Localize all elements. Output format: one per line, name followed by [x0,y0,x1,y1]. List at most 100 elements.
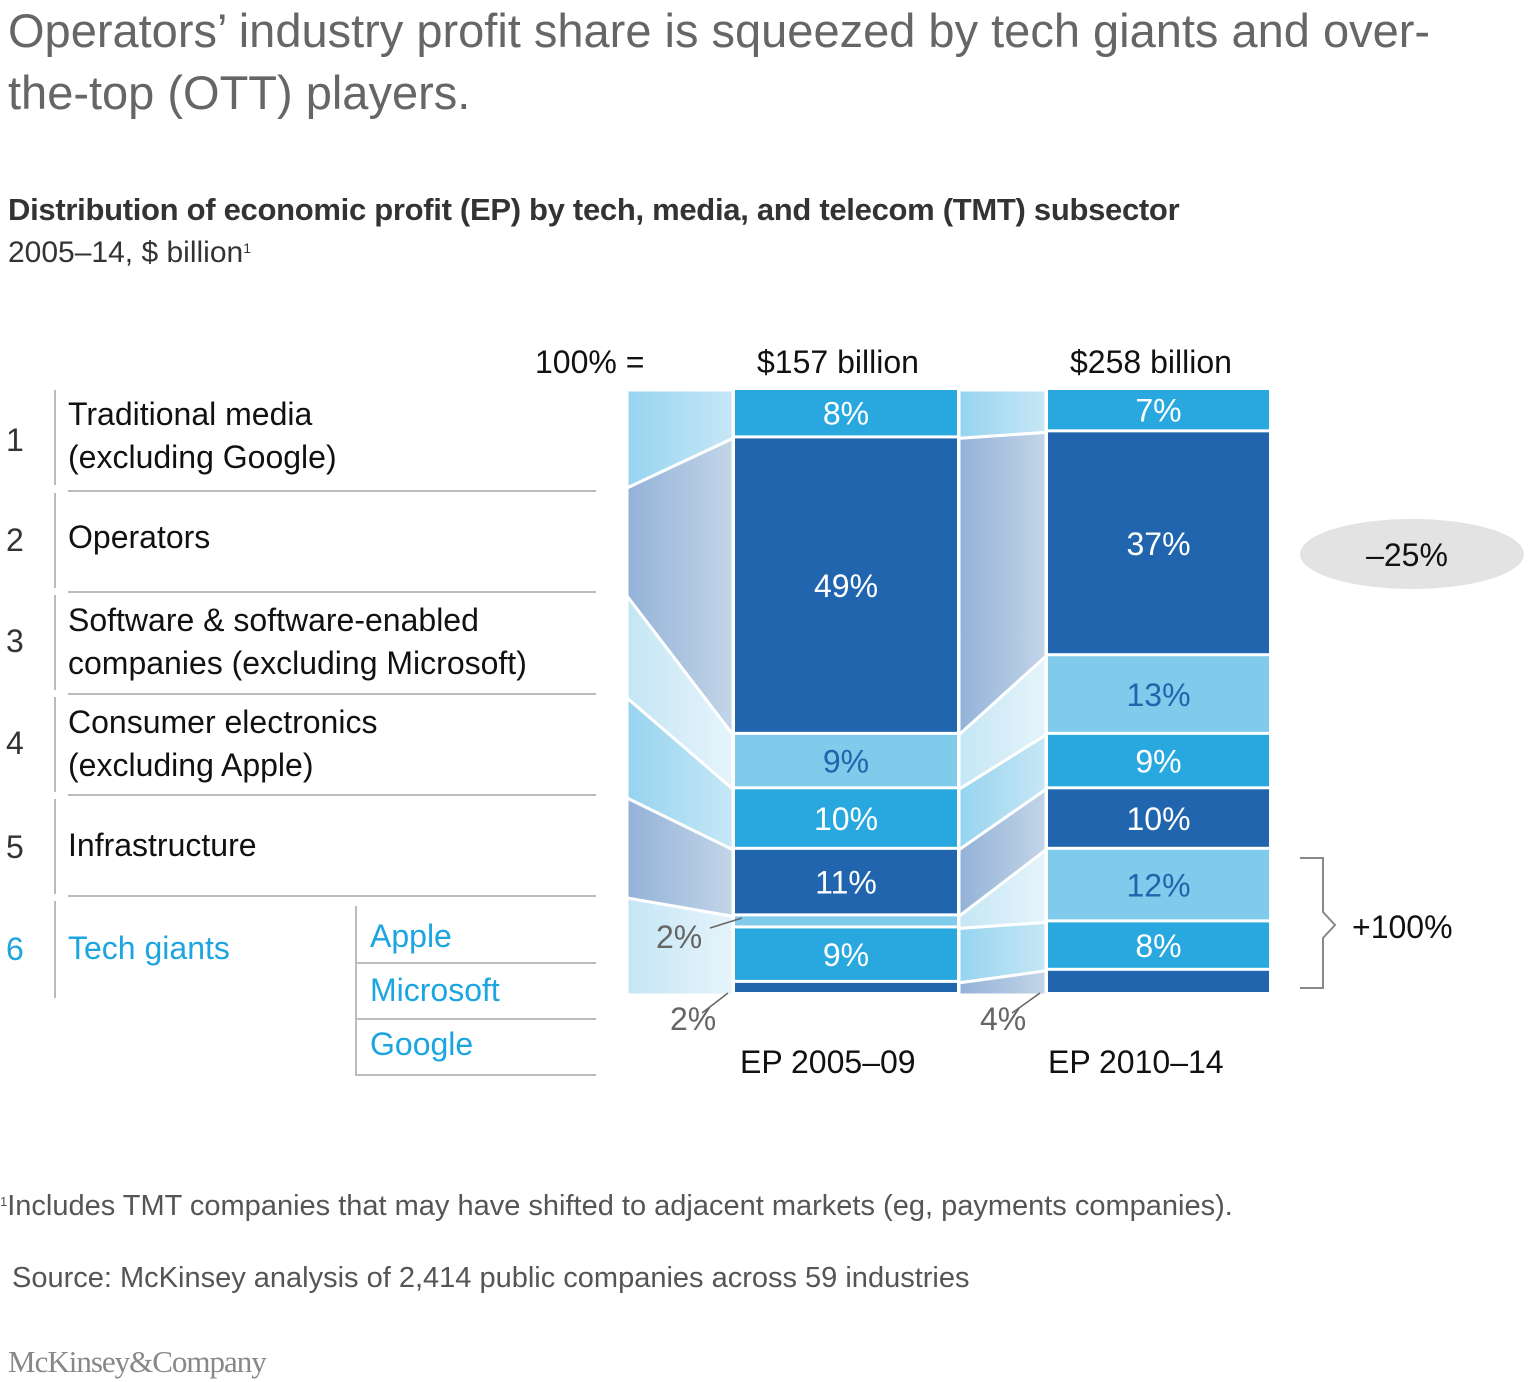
segment-label-operators-2005-09: 49% [814,568,878,604]
sub-item-separator [357,1074,596,1076]
sub-item-divider [355,906,357,1076]
segment-label-operators-2010-14: 37% [1126,526,1190,562]
sub-item-apple: Apple [370,918,452,954]
sub-item-google: Google [370,1026,474,1062]
bar-segment-traditional-media-excluding-google-2010-14 [1048,390,1269,430]
label-line: Infrastructure [68,827,257,863]
band-middle-traditional-media-excluding-google [957,388,1048,441]
band-left-apple [625,896,735,997]
category-number: 2 [6,522,24,558]
footnote: 1Includes TMT companies that may have sh… [0,1190,1233,1223]
bar-segment-traditional-media-excluding-google-2005-09 [735,390,957,436]
footnote-text: Includes TMT companies that may have shi… [7,1190,1233,1222]
total-label-2005-09: $157 billion [757,344,919,380]
label-line: Tech giants [68,930,230,966]
total-prefix-label: 100% = [535,344,645,380]
sub-item-separator [357,1018,596,1020]
bar-segment-consumer-electronics-excluding-apple-2005-09 [735,789,957,847]
label-line: Traditional media [68,396,313,432]
segment-label-traditional-media-excluding-google-2005-09: 8% [823,396,869,432]
label-line: (excluding Apple) [68,747,314,783]
category-divider [54,390,56,485]
segment-label-software-software-enabled-companies-excluding-microsoft-2005-09: 9% [823,744,869,780]
bar-segment-operators-2005-09 [735,438,957,732]
category-separator [68,693,596,695]
bar-segment-operators-2010-14 [1048,432,1269,654]
category-label-infrastructure: Infrastructure [68,824,257,867]
tech-giants-bracket [1300,857,1337,989]
label-line: Consumer electronics [68,704,378,740]
bar-segment-apple-2005-09 [735,916,957,926]
bar-segment-apple-2010-14 [1048,849,1269,920]
operators-change-bubble [1300,519,1524,589]
label-line: companies (excluding Microsoft) [68,645,527,681]
source-note: Source: McKinsey analysis of 2,414 publi… [12,1262,970,1294]
category-number: 5 [6,829,24,865]
bars [735,390,1269,992]
sub-item-microsoft: Microsoft [370,972,500,1008]
category-label-tech-giants: Tech giants [68,927,230,970]
category-separator [68,591,596,593]
category-label-operators: Operators [68,516,210,559]
company-logo: McKinsey&Company [8,1344,267,1379]
segment-label-infrastructure-2010-14: 10% [1126,801,1190,837]
category-divider [54,799,56,894]
leader-line-apple-2005 [709,917,743,929]
x-axis-label-2010-14: EP 2010–14 [1048,1044,1224,1080]
bar-segment-consumer-electronics-excluding-apple-2010-14 [1048,734,1269,787]
category-number: 1 [6,422,24,458]
segment-label-microsoft-2010-14: 8% [1135,928,1181,964]
x-axis-label-2005-09: EP 2005–09 [740,1044,916,1080]
category-number: 4 [6,725,24,761]
category-divider [54,595,56,690]
units-footnote-marker: 1 [243,240,251,256]
bar-segment-google-2005-09 [735,982,957,992]
category-label-software: Software & software-enabled companies (e… [68,599,527,685]
connector-bands [625,388,1048,997]
category-separator [68,794,596,796]
segment-label-apple-2010-14: 12% [1126,868,1190,904]
segment-label-traditional-media-excluding-google-2010-14: 7% [1135,393,1181,429]
bar-segment-software-software-enabled-companies-excluding-microsoft-2005-09 [735,734,957,787]
sub-item-separator [357,962,596,964]
units-text: 2005–14, $ billion [8,236,244,269]
bar-segment-google-2010-14 [1048,970,1269,992]
tech-giants-change-label: +100% [1352,909,1453,945]
category-label-consumer-electronics: Consumer electronics (excluding Apple) [68,701,377,787]
segment-label-google-2005: 2% [670,1001,716,1037]
category-separator [68,490,596,492]
bar-segment-microsoft-2010-14 [1048,922,1269,968]
label-line: Operators [68,519,211,555]
segment-label-consumer-electronics-excluding-apple-2010-14: 9% [1135,744,1181,780]
segment-label-google-2010: 4% [980,1001,1026,1037]
total-label-2010-14: $258 billion [1070,344,1232,380]
category-label-traditional-media: Traditional media (excluding Google) [68,393,337,479]
chart-title: Operators’ industry profit share is sque… [8,4,1431,119]
operators-change-label: –25% [1366,537,1448,573]
bar-segment-infrastructure-2010-14 [1048,789,1269,847]
chart-subtitle: Distribution of economic profit (EP) by … [8,192,1180,227]
label-line: Software & software-enabled [68,602,479,638]
segment-label-apple-2005: 2% [656,919,702,955]
bar-segment-software-software-enabled-companies-excluding-microsoft-2010-14 [1048,656,1269,732]
leader-line-google-2010 [1011,992,1041,1014]
category-separator [68,895,596,897]
label-line: (excluding Google) [68,439,337,475]
band-middle-google [957,969,1048,997]
leader-line-google-2005 [701,992,729,1014]
segment-label-microsoft-2005-09: 9% [823,937,869,973]
segment-label-software-software-enabled-companies-excluding-microsoft-2010-14: 13% [1126,677,1190,713]
category-number: 6 [6,931,24,967]
category-number: 3 [6,623,24,659]
bar-segment-infrastructure-2005-09 [735,849,957,914]
category-divider [54,901,56,998]
chart-units: 2005–14, $ billion1 [8,236,251,270]
segment-label-infrastructure-2005-09: 11% [815,865,877,901]
segment-label-consumer-electronics-excluding-apple-2005-09: 10% [814,801,878,837]
category-divider [54,493,56,588]
category-divider [54,697,56,792]
footnote-marker: 1 [0,1194,8,1209]
segment-labels: 8% 7% 49% 37% 9% 13% 10% 9% 11% 10% 12% 9% 8% [814,393,1191,974]
bar-segment-microsoft-2005-09 [735,928,957,980]
